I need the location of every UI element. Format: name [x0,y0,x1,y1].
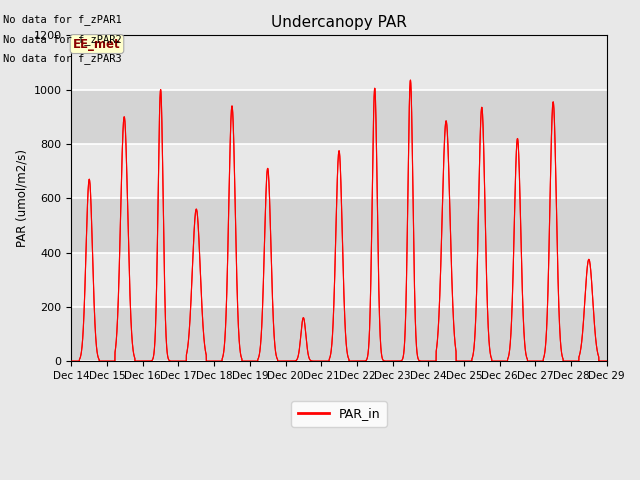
Bar [72,90,607,144]
Text: No data for f_zPAR1: No data for f_zPAR1 [3,14,122,25]
Bar [72,307,607,361]
Bar [72,252,607,307]
Bar [72,144,607,198]
Text: No data for f_zPAR2: No data for f_zPAR2 [3,34,122,45]
Bar [72,198,607,252]
Title: Undercanopy PAR: Undercanopy PAR [271,15,407,30]
Text: EE_met: EE_met [73,37,121,50]
Text: No data for f_zPAR3: No data for f_zPAR3 [3,53,122,64]
Legend: PAR_in: PAR_in [291,401,387,427]
Y-axis label: PAR (umol/m2/s): PAR (umol/m2/s) [15,149,28,247]
Bar [72,36,607,90]
